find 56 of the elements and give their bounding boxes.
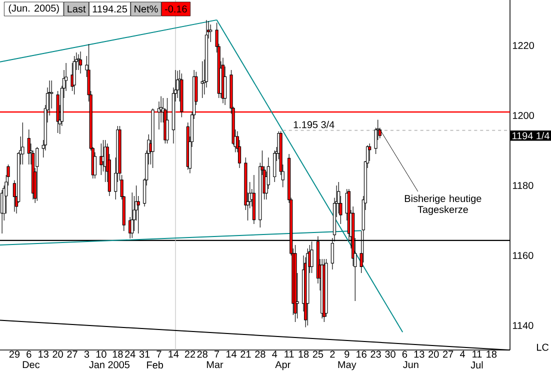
x-tick-label: 30	[385, 350, 396, 358]
x-tick-label: 7	[214, 350, 220, 358]
x-tick-label: 14	[226, 350, 237, 358]
annotation: Last	[68, 6, 86, 12]
x-tick-label: 6	[26, 350, 32, 358]
chart-title: (Jun. 2005)	[8, 4, 59, 14]
x-tick-label: 10	[96, 350, 106, 358]
x-tick-label: 20	[52, 350, 63, 358]
annotation: 1194.25	[92, 5, 127, 13]
x-tick-label: 23	[370, 350, 381, 358]
annotation: Bisherige heutige Tageskerze	[404, 194, 482, 215]
x-tick-label: 13	[414, 350, 424, 358]
x-tick-label: 18	[486, 350, 497, 358]
x-tick-label: 24	[125, 350, 136, 358]
x-tick-label: 6	[402, 350, 408, 358]
x2-tick-label: Jul	[470, 361, 483, 369]
x-tick-label: 25	[312, 350, 324, 358]
x-tick-label: 14	[168, 350, 179, 358]
x-tick-label: 20	[428, 350, 439, 358]
x2-tick-label: May	[338, 361, 356, 370]
x-tick-label: 16	[356, 350, 366, 358]
y-tick-label: 1200	[512, 112, 534, 120]
annotation: Net%	[134, 5, 158, 12]
x-tick-label: 11	[284, 350, 294, 358]
text: 1194 1/4	[512, 132, 550, 140]
x-tick-label: 18	[112, 350, 123, 358]
annotation: 1.195 3/4	[294, 120, 334, 128]
x-tick-label: 27	[443, 350, 454, 358]
x-tick-label: 28	[255, 350, 266, 358]
x-tick-label: 18	[298, 350, 309, 358]
x-tick-label: 31	[139, 350, 150, 358]
x-tick-label: 28	[197, 350, 208, 358]
x2-tick-label: Mar	[206, 361, 224, 368]
y-tick-label: 1180	[512, 182, 534, 190]
x-tick-label: 29	[9, 350, 20, 358]
x2-tick-label: Apr	[275, 361, 290, 370]
x2-tick-label: Jun	[403, 361, 418, 368]
x-tick-label: 27	[67, 350, 78, 358]
x-tick-label: 2	[330, 350, 335, 358]
annotation: -0.16	[165, 5, 187, 13]
x-tick-label: 9	[344, 350, 350, 358]
x-tick-label: 11	[472, 350, 482, 358]
x-tick-label: 7	[156, 350, 162, 358]
x-tick-label: 4	[272, 350, 278, 358]
y-tick-label: 1220	[512, 42, 534, 50]
x-tick-label: 3	[84, 350, 90, 358]
y-tick-label: 1160	[512, 252, 534, 260]
text: LC	[537, 344, 549, 351]
x2-tick-label: Jan 2005	[89, 361, 130, 368]
x2-tick-label: Feb	[147, 361, 164, 369]
x-tick-label: 4	[460, 350, 465, 358]
y-tick-label: 1140	[512, 322, 534, 330]
x-tick-label: 13	[38, 350, 48, 358]
x-tick-label: 21	[240, 350, 251, 358]
x2-tick-label: Dec	[22, 361, 40, 368]
x-tick-label: 22	[184, 350, 196, 358]
